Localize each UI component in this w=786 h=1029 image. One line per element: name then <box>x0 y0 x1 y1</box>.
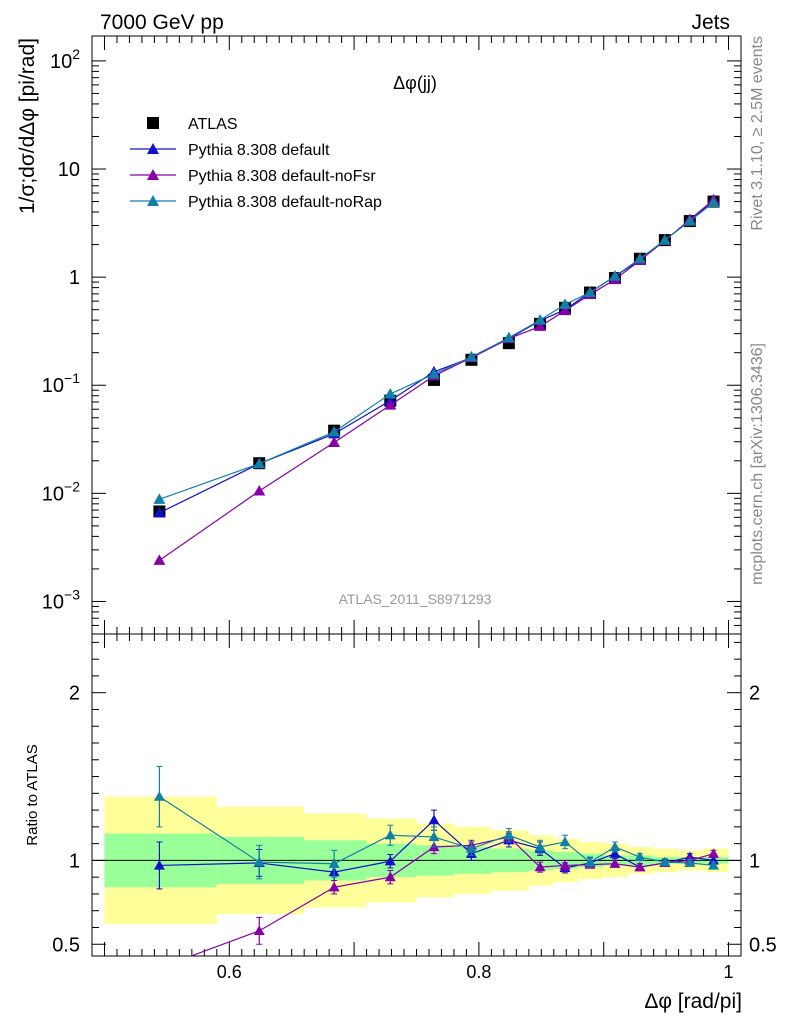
series-1-point-0 <box>153 506 166 518</box>
ratio-3-point-6 <box>503 829 515 840</box>
ratio-3-point-10 <box>609 841 621 852</box>
ratio-3-point-0 <box>153 791 165 801</box>
series-line-3 <box>159 202 714 500</box>
x-tick-label: 0.8 <box>466 962 491 982</box>
ratio-2-point-7 <box>534 861 546 872</box>
ratio-3-point-4 <box>428 831 440 842</box>
ratio-1-point-3 <box>384 855 396 866</box>
ratio-tick-label-left: 0.5 <box>52 934 80 956</box>
side-label-top: Rivet 3.1.10, ≥ 2.5M events <box>749 36 766 231</box>
ratio-3-point-14 <box>708 859 720 870</box>
series-3-point-3 <box>384 387 397 399</box>
y-axis-label: 1/σ;dσ/dΔφ [pi/rad] <box>16 38 39 214</box>
ratio-3-point-9 <box>584 856 596 867</box>
legend-label-nofsr: Pythia 8.308 default-noFsr <box>188 168 376 185</box>
ratio-2-point-1 <box>253 925 265 935</box>
y-tick-label: 10 <box>58 159 80 181</box>
series-3-point-6 <box>502 331 515 343</box>
ratio-2-point-3 <box>384 871 396 882</box>
analysis-id: ATLAS_2011_S8971293 <box>339 591 492 607</box>
ratio-2-point-8 <box>559 859 571 870</box>
series-3-point-4 <box>427 368 440 379</box>
main-series-layer <box>153 193 720 565</box>
ratio-3-point-11 <box>634 851 646 862</box>
ratio-3-point-2 <box>328 858 340 868</box>
ratio-3-point-5 <box>465 843 477 853</box>
series-2-point-3 <box>384 399 397 410</box>
legend-marker-norap <box>147 195 159 206</box>
ratio-3-point-3 <box>384 829 396 840</box>
y-tick-label: 102 <box>50 46 80 73</box>
ratio-series-3 <box>153 765 720 880</box>
header-left: 7000 GeV pp <box>100 11 224 34</box>
ratio-3-point-12 <box>659 856 671 867</box>
atlas-point-6 <box>502 337 515 350</box>
ratio-3-point-13 <box>684 857 696 868</box>
axes-ratio: 0.6 0.8 1 0.5 0.5 1 1 2 2 <box>52 36 777 982</box>
ratio-1-point-0 <box>153 859 165 870</box>
ratio-tick-label-left: 1 <box>69 850 80 872</box>
series-2-point-8 <box>559 304 572 316</box>
ratio-3-point-8 <box>559 836 571 847</box>
ratio-y-axis-label: Ratio to ATLAS <box>24 744 41 845</box>
legend-marker-atlas <box>147 117 159 129</box>
series-3-point-8 <box>559 298 572 309</box>
y-tick-label: 10−3 <box>42 586 80 613</box>
ratio-series-layer <box>153 765 720 972</box>
series-2-point-7 <box>534 320 547 331</box>
plot-title: Δφ(jj) <box>393 73 437 93</box>
ratio-2-point-11 <box>634 861 646 872</box>
y-tick-label: 1 <box>69 267 80 289</box>
series-3-point-7 <box>534 314 547 325</box>
ratio-2-point-10 <box>609 858 621 868</box>
series-3-point-12 <box>658 234 671 245</box>
legend: ATLAS Pythia 8.308 default Pythia 8.308 … <box>130 116 382 211</box>
legend-label-norap: Pythia 8.308 default-noRap <box>188 194 382 211</box>
legend-marker-default <box>147 143 159 154</box>
series-3-point-1 <box>253 457 266 469</box>
ratio-3-point-1 <box>253 856 265 867</box>
y-tick-label: 10−2 <box>42 478 80 505</box>
series-3-point-13 <box>683 215 696 226</box>
series-3-point-11 <box>633 252 646 264</box>
series-line-1 <box>159 201 714 514</box>
series-3-point-14 <box>707 196 720 208</box>
series-2-point-0 <box>153 554 166 565</box>
legend-marker-nofsr <box>147 169 159 180</box>
series-3-point-2 <box>328 425 341 437</box>
ratio-tick-label-left: 2 <box>69 683 80 705</box>
ratio-1-point-4 <box>428 814 440 825</box>
ratio-1-point-10 <box>609 848 621 858</box>
header-right: Jets <box>691 11 730 34</box>
ratio-2-point-2 <box>328 881 340 892</box>
series-3-point-10 <box>608 270 621 281</box>
x-tick-label: 1 <box>724 962 734 982</box>
series-3-point-9 <box>583 286 596 298</box>
y-tick-label: 10−1 <box>42 370 80 397</box>
series-2-point-1 <box>253 485 266 496</box>
legend-label-atlas: ATLAS <box>188 116 238 133</box>
side-label-bottom: mcplots.cern.ch [arXiv:1306.3436] <box>749 343 766 585</box>
ratio-2-point-0 <box>154 962 165 972</box>
ratio-tick-label-right: 1 <box>749 850 760 872</box>
series-3-point-0 <box>153 493 166 504</box>
x-tick-label: 0.6 <box>217 962 242 982</box>
ratio-3-point-7 <box>534 841 546 852</box>
legend-label-default: Pythia 8.308 default <box>188 142 330 159</box>
ratio-2-point-14 <box>708 848 720 858</box>
ratio-tick-label-right: 0.5 <box>749 934 777 956</box>
ratio-tick-label-right: 2 <box>749 683 760 705</box>
x-axis-label: Δφ [rad/pi] <box>644 990 742 1013</box>
series-3-point-5 <box>465 350 478 362</box>
series-2-point-2 <box>328 436 341 448</box>
